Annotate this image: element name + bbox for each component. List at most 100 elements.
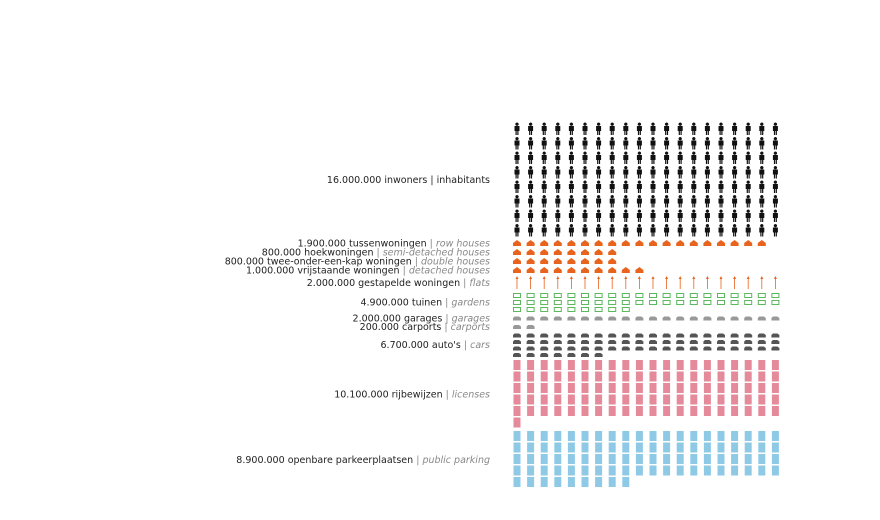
pictogram-icon [717, 316, 725, 321]
pictogram-icon [690, 454, 698, 464]
pictogram-icon [635, 394, 643, 405]
pictogram-icon [676, 293, 685, 298]
pictogram-icon [662, 316, 671, 321]
pictogram-icon [526, 316, 535, 321]
pictogram-icon [635, 300, 644, 305]
pictogram-icon [541, 166, 547, 179]
pictogram-icon [581, 333, 589, 338]
pictogram-icon [594, 333, 603, 338]
pictogram-icon [527, 394, 535, 405]
pictogram-icon [608, 293, 617, 298]
count-label: 10.100.000 [334, 389, 388, 400]
pictogram-icon [608, 394, 616, 405]
pictogram-icon [689, 340, 698, 344]
pictogram-icon [717, 465, 725, 476]
pictogram-icon [731, 442, 739, 453]
pictogram-icon [540, 465, 548, 476]
pictogram-icon [759, 224, 765, 237]
pictogram-icon [676, 316, 685, 321]
pictogram-icon [567, 307, 576, 312]
pictogram-icon [635, 267, 644, 273]
pictogram-icon [758, 431, 766, 441]
pictogram-icon [597, 276, 601, 289]
pictogram-icon [677, 137, 683, 150]
pictogram-icon [730, 316, 739, 321]
pictogram-icon [553, 353, 562, 357]
pictogram-icon [540, 340, 549, 344]
pictogram-icon [649, 383, 657, 393]
pictogram-icon [662, 240, 671, 246]
pictogram-icon [540, 258, 549, 264]
pictogram-icon [690, 383, 698, 393]
pictogram-icon [526, 307, 535, 312]
pictogram-icon [608, 300, 617, 305]
count-label: 6.700.000 [381, 340, 429, 351]
pictogram-icon [635, 406, 643, 416]
pictogram-icon [608, 454, 616, 464]
pictogram-icon [732, 151, 738, 164]
pictogram-icon [595, 431, 603, 441]
pictogram-icon [527, 406, 535, 416]
pictogram-icon [676, 465, 684, 476]
pictogram-icon [567, 394, 575, 405]
pictogram-icon [744, 454, 752, 464]
pictogram-icon [649, 371, 657, 382]
pictogram-icon [704, 224, 710, 237]
pictogram-icon [689, 240, 698, 246]
pictogram-icon [623, 209, 629, 222]
pictogram-icon [596, 166, 602, 179]
pictogram-icon [540, 293, 549, 298]
pictogram-icon [704, 180, 710, 193]
pictogram-icon [664, 209, 670, 222]
pictogram-icon [608, 465, 616, 476]
pictogram-icon [526, 340, 535, 344]
pictogram-icon [582, 151, 588, 164]
pictogram-icon [635, 293, 644, 298]
pictogram-icon [581, 300, 589, 305]
pictogram-icon [514, 151, 520, 164]
pictogram-icon [691, 122, 697, 135]
pictogram-icon [650, 180, 656, 193]
pictogram-icon [609, 195, 615, 208]
pictogram-icon [528, 180, 534, 193]
pictogram-icon [582, 122, 588, 135]
pictogram-icon [732, 166, 738, 179]
pictogram-icon [540, 394, 548, 405]
pictogram-icon [717, 394, 725, 405]
pictogram-icon [528, 137, 534, 150]
pictogram-icon [690, 371, 698, 382]
pictogram-icon [757, 293, 766, 298]
pictogram-icon [731, 394, 739, 405]
pictogram-icon [567, 258, 576, 264]
pictogram-icon [581, 316, 589, 321]
pictogram-icon [731, 360, 739, 370]
pictogram-icon [664, 122, 670, 135]
pictogram-icon [731, 465, 739, 476]
pictogram-icon [637, 276, 641, 289]
pictogram-icon [567, 477, 575, 487]
pictogram-icon [554, 371, 562, 382]
pictogram-icon [555, 137, 561, 150]
pictogram-icon [513, 360, 521, 370]
pictogram-icon [663, 431, 671, 441]
pictogram-icon [624, 276, 628, 289]
pictogram-icon [744, 293, 753, 298]
pictogram-icon [568, 137, 574, 150]
pictogram-icon [718, 137, 724, 150]
pictogram-icon [540, 477, 548, 487]
pictogram-icon [757, 300, 766, 305]
pictogram-icon [691, 166, 697, 179]
pictogram-icon [513, 394, 521, 405]
pictogram-icon [513, 240, 521, 246]
pictogram-icon [704, 166, 710, 179]
pictogram-icon [540, 249, 549, 255]
pictogram-icon [567, 346, 576, 351]
pictogram-icon [623, 195, 629, 208]
english-label: | inhabitants [430, 175, 490, 186]
english-label: | detached houses [403, 265, 490, 276]
pictogram-icon [649, 293, 657, 298]
pictogram-icon [771, 431, 779, 441]
pictogram-icon [581, 371, 589, 382]
pictogram-icon [540, 307, 549, 312]
dutch-label: vrijstaande woningen [297, 265, 399, 276]
